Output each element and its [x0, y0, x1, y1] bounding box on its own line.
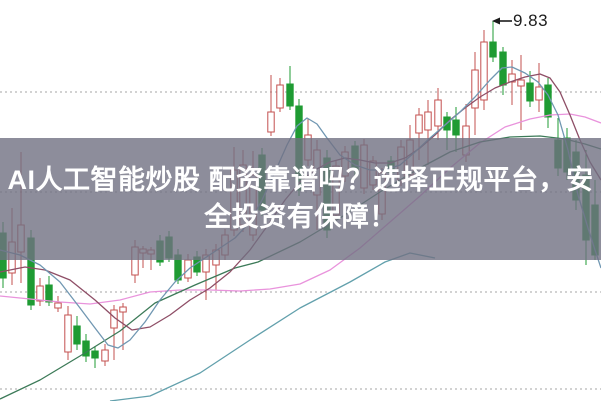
headline-line2: 全投资有保障！ [204, 202, 397, 232]
annotation-arrow-icon [492, 17, 512, 25]
headline-line1: AI人工智能炒股 配资靠谱吗？选择正规平台，安 [7, 165, 594, 195]
headline-banner: AI人工智能炒股 配资靠谱吗？选择正规平台，安 全投资有保障！ [0, 138, 601, 260]
price-annotation: 9.83 [513, 11, 549, 30]
